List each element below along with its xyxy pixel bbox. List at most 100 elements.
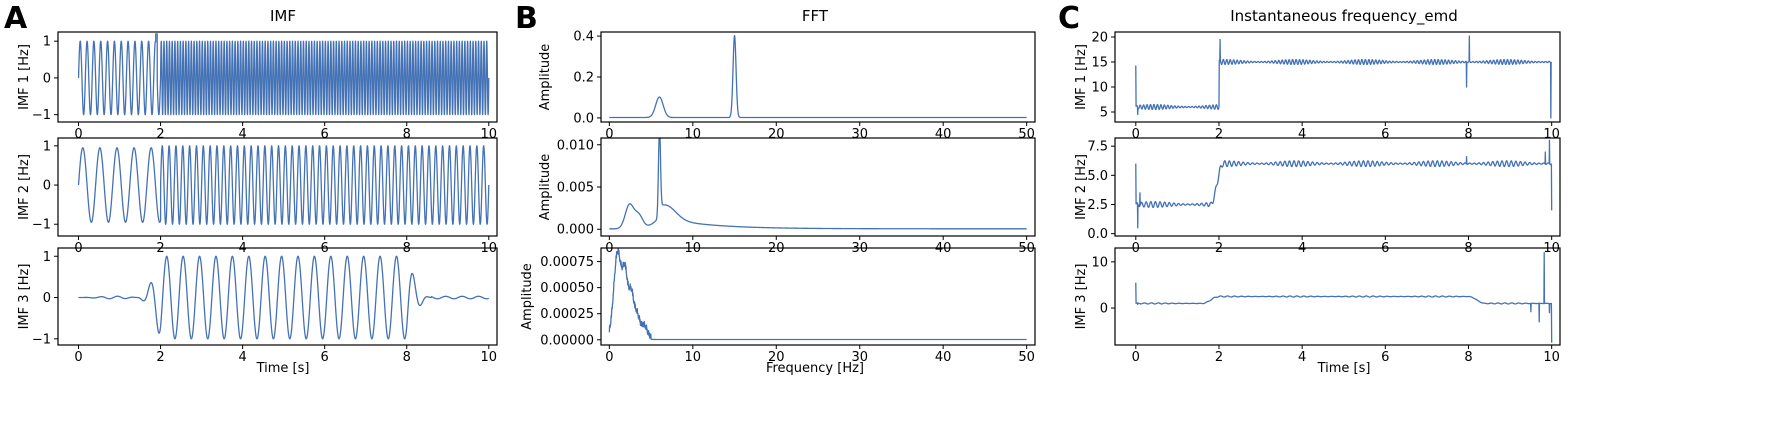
panel-b-row-1-y-tick-label: 0.4 <box>573 30 594 45</box>
panel-b-row-3-y-tick-label: 0.00025 <box>540 307 594 322</box>
panel-a-row-3-x-tick-label: 0 <box>74 350 82 365</box>
panel-a-row-3-x-tick-label: 8 <box>403 350 411 365</box>
panel-c-row-2-y-tick-label: 0.0 <box>1087 227 1108 242</box>
panel-c-row-1-y-axis-label: IMF 1 [Hz] <box>1074 44 1089 110</box>
panel-title-fft: FFT <box>802 7 829 25</box>
panel-b-row-2-y-tick-label: 0.000 <box>557 223 594 238</box>
panel-c-row-1-x-tick-label: 2 <box>1215 127 1223 142</box>
panel-b-row-2-y-tick-label: 0.005 <box>557 181 594 196</box>
panel-c-row-1-y-tick-label: 5 <box>1100 106 1108 121</box>
panel-a-row-2-y-tick-label: 0 <box>43 179 51 194</box>
panel-b-row-1-x-tick-label: 40 <box>935 127 952 142</box>
panel-b-row-2-series-line <box>608 137 1028 230</box>
panel-b-row-1: 0 10 20 30 40 50 0.0 0.2 0.4 Amplitude <box>538 30 1036 142</box>
panel-b-row-3-x-tick-label: 30 <box>851 350 868 365</box>
panel-b-row-1-x-tick-label: 0 <box>605 127 613 142</box>
panel-a-row-3-x-tick-label: 6 <box>321 350 329 365</box>
panel-c-row-1-y-tick-label: 15 <box>1091 56 1108 71</box>
panel-c-row-3-x-tick-label: 8 <box>1464 350 1472 365</box>
panel-a-row-3-y-axis-label: IMF 3 [Hz] <box>17 264 32 330</box>
panel-a-row-3: 0 2 4 6 8 10 −1 0 1 IMF 3 [Hz] <box>17 247 498 365</box>
panel-c-row-1-y-tick-label: 20 <box>1091 31 1108 46</box>
panel-a-row-1: 0 2 4 6 8 10 −1 0 1 IMF 1 [Hz] <box>17 31 498 142</box>
panel-b-row-3: 0 10 20 30 40 50 0.00000 0.00025 0.00050 0.00075 A… <box>520 247 1036 365</box>
panel-c-row-2-y-tick-label: 5.0 <box>1087 169 1108 184</box>
panel-a-row-1-x-tick-label: 0 <box>74 127 82 142</box>
panel-b-row-3-y-tick-label: 0.00075 <box>540 255 594 270</box>
panel-b-row-3-x-tick-label: 40 <box>935 350 952 365</box>
panel-b-row-3-x-tick-label: 20 <box>768 350 785 365</box>
panel-a-row-3-axes-frame <box>57 247 498 346</box>
panel-b-row-1-x-tick-label: 30 <box>851 127 868 142</box>
panel-c-row-2-y-tick-label: 2.5 <box>1087 198 1108 213</box>
panel-c-row-1-x-tick-label: 0 <box>1132 127 1140 142</box>
panel-c-row-1-x-tick-label: 8 <box>1464 127 1472 142</box>
panel-c-row-3-x-tick-label: 4 <box>1298 350 1306 365</box>
panel-a-row-2-axes-frame <box>57 137 498 237</box>
panel-c-row-3-y-tick-label: 0 <box>1100 302 1108 317</box>
x-axis-label-panel-b: Frequency [Hz] <box>766 361 864 376</box>
panel-a-row-1-x-tick-label: 4 <box>238 127 246 142</box>
panel-a-row-1-y-tick-label: 0 <box>43 71 51 86</box>
panel-title-imf: IMF <box>270 7 296 25</box>
panel-b-row-3-y-axis-label: Amplitude <box>520 263 535 330</box>
panel-a-row-1-y-axis-label: IMF 1 [Hz] <box>17 44 32 110</box>
panel-c-row-3-y-tick-label: 10 <box>1091 255 1108 270</box>
panel-a-row-2-series-line <box>77 145 490 225</box>
panel-a-row-1-x-tick-label: 6 <box>321 127 329 142</box>
panel-b-row-3-x-tick-label: 10 <box>685 350 702 365</box>
panel-b-row-1-y-tick-label: 0.2 <box>573 71 594 86</box>
panel-c-row-2-y-axis-label: IMF 2 [Hz] <box>1074 154 1089 220</box>
panel-b-row-2-axes-frame <box>600 137 1036 237</box>
panel-b-row-3-axes-frame <box>600 247 1036 346</box>
panel-letter-c: C <box>1058 1 1080 36</box>
panel-c-row-1-y-tick-label: 10 <box>1091 81 1108 96</box>
panel-c-row-1-axes-frame <box>1114 31 1561 123</box>
panel-b-row-1-series-line <box>608 35 1028 119</box>
panel-a-row-1-series-line <box>77 33 490 116</box>
panel-a-row-3-y-tick-label: 1 <box>43 250 51 265</box>
panel-a-row-3-x-tick-label: 2 <box>156 350 164 365</box>
panel-b-row-1-y-tick-label: 0.0 <box>573 111 594 126</box>
panel-c-row-2-axes-frame <box>1114 137 1561 237</box>
panel-a-row-1-y-tick-label: 1 <box>43 35 51 50</box>
panel-title-instantaneous-frequency: Instantaneous frequency_emd <box>1230 7 1458 26</box>
panel-c-row-1-x-tick-label: 6 <box>1381 127 1389 142</box>
panel-a-row-1-x-tick-label: 8 <box>403 127 411 142</box>
panel-a-row-2-y-tick-label: 1 <box>43 139 51 154</box>
panel-c-row-2-y-tick-label: 7.5 <box>1087 140 1108 155</box>
panel-a-row-3-series-line <box>78 255 490 340</box>
panel-c-row-3-x-tick-label: 6 <box>1381 350 1389 365</box>
panel-c-row-3-series-line <box>1135 251 1553 343</box>
panel-a-row-2-y-axis-label: IMF 2 [Hz] <box>17 154 32 220</box>
panel-a-row-3-y-tick-label: −1 <box>32 332 51 347</box>
panel-c-row-1-x-tick-label: 10 <box>1543 127 1560 142</box>
panel-b-row-2-y-tick-label: 0.010 <box>557 138 594 153</box>
panel-c-row-3-x-tick-label: 2 <box>1215 350 1223 365</box>
panel-b-row-1-x-tick-label: 10 <box>685 127 702 142</box>
panel-b-row-3-y-tick-label: 0.00050 <box>540 281 594 296</box>
panel-b-row-3-x-tick-label: 50 <box>1018 350 1035 365</box>
panel-b-row-1-y-axis-label: Amplitude <box>538 44 553 111</box>
panel-a-row-3-y-tick-label: 0 <box>43 291 51 306</box>
panel-a-row-1-x-tick-label: 10 <box>481 127 498 142</box>
panel-letter-b: B <box>515 1 538 36</box>
panel-b-row-1-axes-frame <box>600 31 1036 123</box>
x-axis-label-panel-a: Time [s] <box>256 361 310 376</box>
panel-a-row-1-x-tick-label: 2 <box>156 127 164 142</box>
panel-b-row-3-series-line <box>608 248 1028 341</box>
panel-b-row-1-x-tick-label: 50 <box>1018 127 1035 142</box>
panel-c-row-1-series-line <box>1135 35 1553 119</box>
panel-c-row-3-axes-frame <box>1114 247 1561 346</box>
panel-a-row-2-y-tick-label: −1 <box>32 218 51 233</box>
panel-a-row-1-axes-frame <box>57 31 498 123</box>
panel-a-row-3-x-tick-label: 10 <box>481 350 498 365</box>
panel-b-row-3-y-tick-label: 0.00000 <box>540 333 594 348</box>
panel-a-row-1-y-tick-label: −1 <box>32 108 51 123</box>
panel-a-row-3-x-tick-label: 4 <box>238 350 246 365</box>
